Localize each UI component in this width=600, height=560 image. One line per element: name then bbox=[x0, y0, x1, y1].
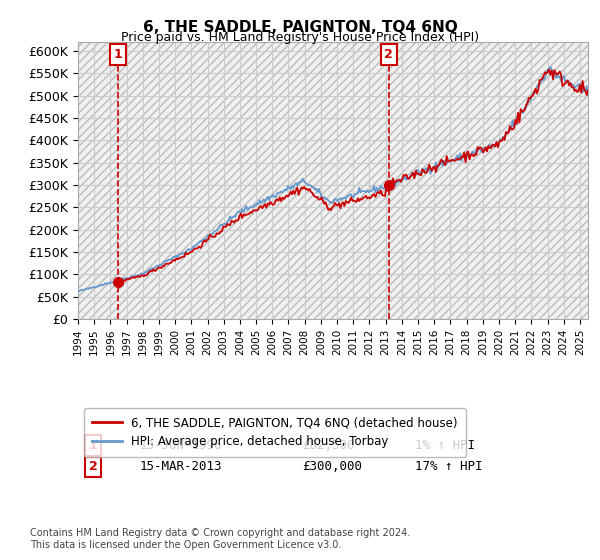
Text: £82,500: £82,500 bbox=[302, 439, 355, 452]
Text: 6, THE SADDLE, PAIGNTON, TQ4 6NQ: 6, THE SADDLE, PAIGNTON, TQ4 6NQ bbox=[143, 20, 457, 35]
Text: 17% ↑ HPI: 17% ↑ HPI bbox=[415, 460, 482, 473]
Legend: 6, THE SADDLE, PAIGNTON, TQ4 6NQ (detached house), HPI: Average price, detached : 6, THE SADDLE, PAIGNTON, TQ4 6NQ (detach… bbox=[84, 408, 466, 457]
Text: Contains HM Land Registry data © Crown copyright and database right 2024.
This d: Contains HM Land Registry data © Crown c… bbox=[30, 528, 410, 550]
Text: 2: 2 bbox=[385, 48, 393, 61]
Text: 15-MAR-2013: 15-MAR-2013 bbox=[139, 460, 222, 473]
Text: 2: 2 bbox=[89, 460, 98, 473]
Text: £300,000: £300,000 bbox=[302, 460, 362, 473]
Text: 1% ↑ HPI: 1% ↑ HPI bbox=[415, 439, 475, 452]
Text: Price paid vs. HM Land Registry's House Price Index (HPI): Price paid vs. HM Land Registry's House … bbox=[121, 31, 479, 44]
Text: 1: 1 bbox=[89, 439, 98, 452]
Text: 1: 1 bbox=[113, 48, 122, 61]
Text: 13-JUN-1996: 13-JUN-1996 bbox=[139, 439, 222, 452]
